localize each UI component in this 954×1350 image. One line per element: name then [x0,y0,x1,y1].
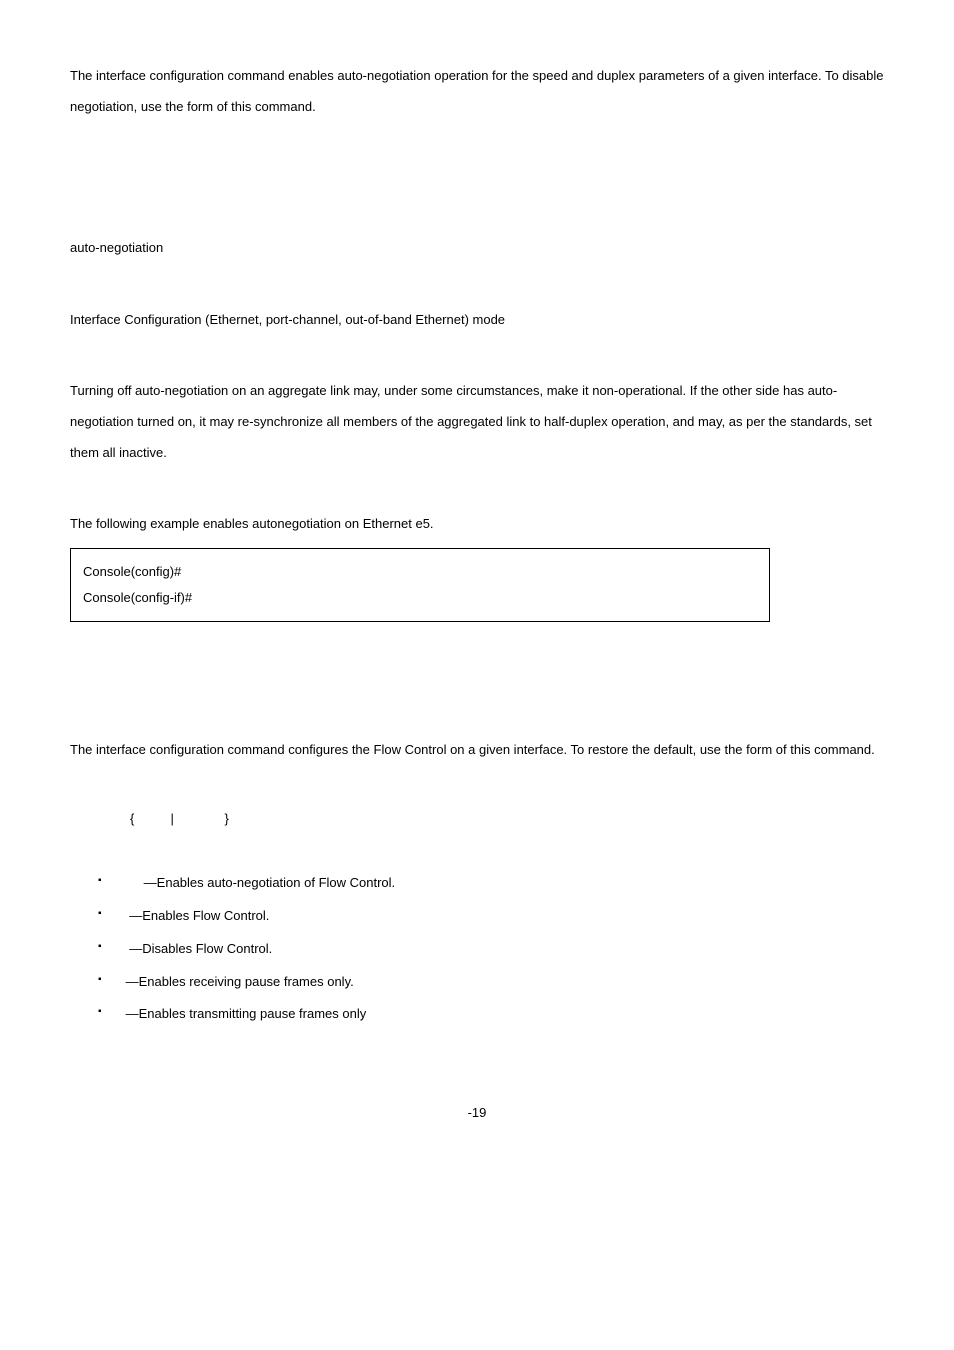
bullet-text: —Enables receiving pause frames only. [126,974,354,989]
example-intro: The following example enables autonegoti… [70,508,884,539]
bullet-text: —Enables auto-negotiation of Flow Contro… [144,875,395,890]
bullet-text: —Enables Flow Control. [129,908,269,923]
text-fragment: interface configuration command configur… [96,742,746,757]
console-line: Console(config)# [83,559,757,585]
text-fragment: form of this command. [746,742,875,757]
list-item: —Enables receiving pause frames only. [98,972,884,993]
bullet-text: —Enables transmitting pause frames only [126,1006,367,1021]
command-mode: Interface Configuration (Ethernet, port-… [70,304,884,335]
negotiation-description: The interface configuration command enab… [70,60,884,122]
user-guidelines: Turning off auto-negotiation on an aggre… [70,375,884,469]
list-item: —Enables transmitting pause frames only [98,1004,884,1025]
page-number: -19 [70,1105,884,1120]
brace-open: { [130,811,134,826]
text-fragment: The [70,742,96,757]
flowcontrol-description: The interface configuration command conf… [70,734,884,765]
bullet-text: —Disables Flow Control. [129,941,272,956]
page-content: The interface configuration command enab… [0,0,954,1160]
list-item: —Disables Flow Control. [98,939,884,960]
console-example-box: Console(config)# Console(config-if)# [70,548,770,622]
brace-close: } [224,811,228,826]
syntax-auto-negotiation: auto-negotiation [70,232,884,263]
text-fragment: form of this command. [187,99,316,114]
syntax-flowcontrol: { | } [130,805,884,834]
parameter-list: —Enables auto-negotiation of Flow Contro… [98,873,884,1025]
pipe: | [170,811,173,826]
list-item: —Enables Flow Control. [98,906,884,927]
text-fragment: The [70,68,96,83]
list-item: —Enables auto-negotiation of Flow Contro… [98,873,884,894]
console-line: Console(config-if)# [83,585,757,611]
